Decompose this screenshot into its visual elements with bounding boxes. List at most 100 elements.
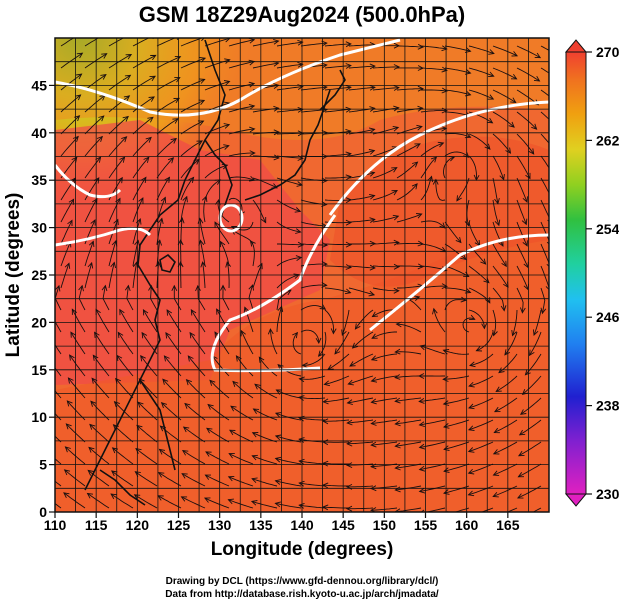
streamline [492, 45, 518, 57]
streamline-arrow [174, 77, 181, 83]
streamline-arrow [370, 420, 377, 426]
streamline-arrow [292, 331, 299, 339]
streamline [348, 195, 375, 201]
streamline [348, 287, 375, 296]
streamline [322, 506, 349, 509]
streamline-arrow [443, 489, 450, 495]
streamline-arrow [430, 156, 438, 163]
streamline [108, 198, 121, 223]
streamline [160, 425, 182, 443]
streamline-arrow [172, 118, 179, 124]
colorbar-tick-label: 262 [596, 132, 619, 148]
streamline [325, 265, 352, 268]
streamline [397, 285, 423, 289]
streamline [71, 309, 86, 333]
streamline [162, 378, 182, 399]
philippines-coastline [139, 379, 176, 471]
streamline [252, 40, 279, 47]
streamline-arrow [508, 121, 515, 128]
streamline-arrow [322, 398, 329, 405]
streamline-arrow [345, 41, 352, 48]
streamline [55, 503, 62, 509]
streamline [299, 396, 326, 400]
colorbar-tick-label: 270 [596, 44, 619, 60]
streamline-arrow [110, 493, 117, 500]
streamline-arrow [134, 239, 140, 247]
streamline [232, 381, 254, 399]
streamline [492, 243, 507, 267]
streamline-arrow [418, 443, 426, 450]
streamline [55, 343, 62, 355]
streamline [348, 128, 375, 135]
streamline [187, 355, 206, 377]
streamline-arrow [274, 434, 282, 441]
streamline-arrow [394, 464, 401, 471]
streamline-arrow [92, 198, 98, 205]
streamline-arrow [369, 84, 376, 91]
streamline [456, 177, 470, 202]
streamline [252, 455, 278, 465]
streamline [68, 377, 86, 399]
streamline [228, 176, 255, 181]
streamline-arrow [71, 156, 78, 163]
colorbar: 230 238 246 254 262 270 [564, 39, 619, 507]
streamline-arrow [70, 331, 76, 338]
streamline [159, 449, 182, 465]
streamline [372, 107, 399, 113]
streamline-arrow [199, 78, 206, 84]
streamline [516, 177, 528, 203]
streamline [424, 507, 446, 512]
streamline [419, 463, 446, 471]
streamline [299, 460, 326, 465]
streamline-arrow [197, 217, 204, 224]
streamline-arrow [133, 494, 141, 500]
streamline [420, 156, 437, 179]
streamline-arrow [511, 329, 517, 337]
streamline [240, 330, 254, 355]
streamline [119, 309, 134, 333]
streamline-arrow [88, 240, 95, 247]
streamline-arrow [188, 176, 195, 183]
streamline [302, 353, 326, 366]
colorbar-scale [565, 51, 587, 495]
streamline-arrow [442, 400, 450, 406]
streamline [275, 457, 302, 465]
streamline-arrow [555, 125, 560, 130]
streamline-arrow [294, 207, 302, 213]
x-tick-label: 115 [85, 517, 108, 533]
streamline [63, 492, 86, 509]
streamline [183, 426, 206, 443]
streamline-arrow [235, 355, 242, 362]
streamline-arrow [370, 441, 377, 448]
streamline [518, 441, 542, 457]
streamline-arrow [64, 262, 71, 269]
streamline-arrow [113, 218, 119, 226]
streamline-arrow [370, 377, 378, 383]
streamline-arrow [209, 379, 216, 386]
streamline-arrow [499, 174, 505, 181]
streamline-arrow [545, 286, 549, 291]
streamline [228, 61, 255, 69]
streamline-arrow [184, 402, 191, 409]
streamline-arrow [417, 263, 425, 270]
streamline [492, 89, 516, 103]
y-tick-label: 40 [31, 125, 47, 141]
streamline-arrow [334, 348, 341, 355]
y-tick-label: 20 [31, 314, 47, 330]
streamline-arrow [467, 468, 475, 475]
streamline-arrow [142, 309, 149, 316]
x-axis-label: Longitude (degrees) [211, 539, 394, 560]
streamline-arrow [370, 355, 378, 361]
streamline-arrow [119, 156, 126, 163]
streamline-arrow [443, 445, 450, 451]
streamline [84, 198, 98, 223]
streamline-arrow [181, 473, 188, 479]
streamline [348, 218, 375, 223]
x-tick-label: 125 [167, 517, 191, 533]
streamline [396, 213, 422, 223]
streamline-arrow [394, 374, 401, 380]
streamline [420, 176, 433, 201]
streamline-arrow [86, 492, 94, 499]
x-tick-label: 160 [455, 517, 479, 533]
streamline [324, 243, 351, 246]
